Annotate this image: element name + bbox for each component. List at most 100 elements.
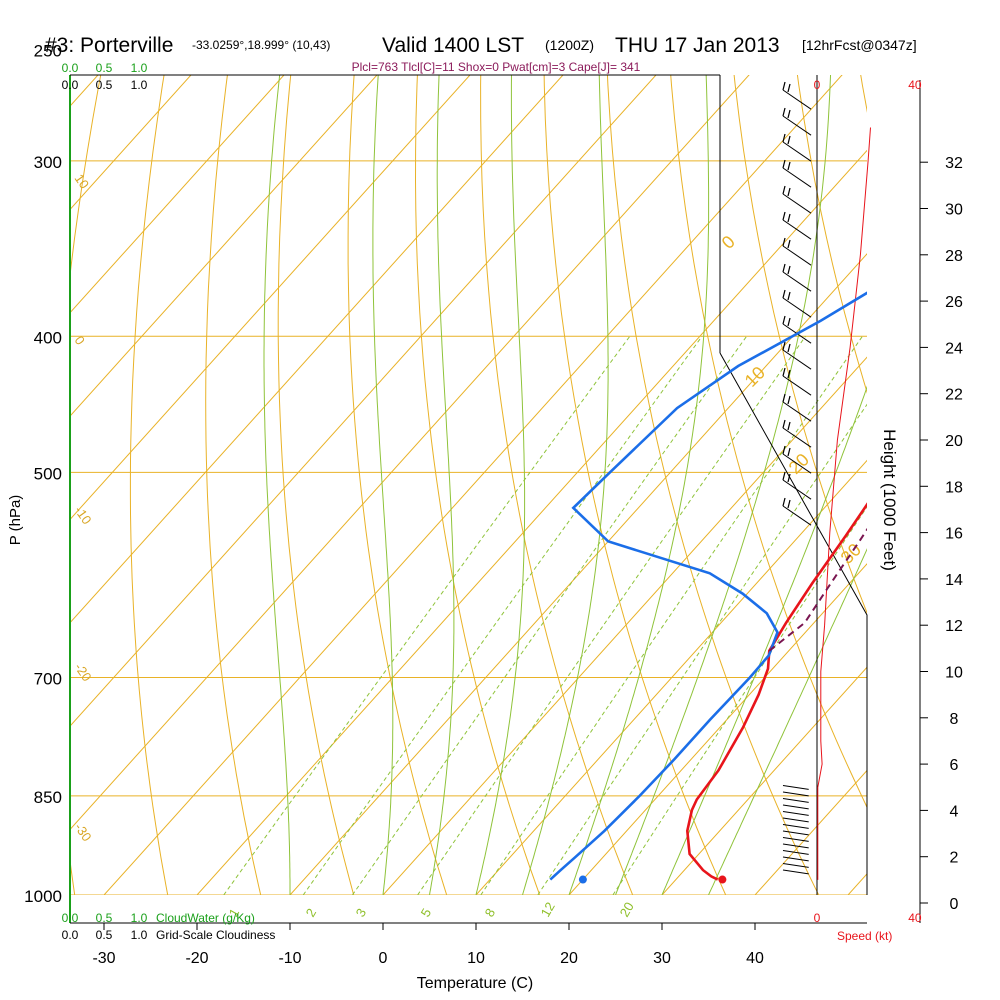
wind-barb <box>782 856 809 862</box>
wind-barb-feather <box>787 135 791 145</box>
dry-adiabat-line <box>277 75 355 895</box>
wind-barb-feather <box>782 315 786 325</box>
x-tick-label: -10 <box>278 950 301 967</box>
wind-barb-feather <box>782 445 786 455</box>
isotherm-line <box>568 563 867 895</box>
utc-time: (1200Z) <box>545 37 594 53</box>
height-tick-label: 18 <box>945 479 963 496</box>
guide-lines <box>70 50 1000 895</box>
mixing-ratio-label: 20 <box>617 899 637 919</box>
wind-barb-shaft <box>782 856 809 862</box>
mixing-ratio-label: 5 <box>418 906 435 920</box>
wind-barb <box>782 263 812 292</box>
mixing-ratio-label: 2 <box>303 906 320 920</box>
wind-barb-shaft <box>782 89 812 110</box>
cloud-water-tick-bottom: 1.0 <box>131 911 148 925</box>
wind-barb <box>782 817 809 823</box>
wind-barb-feather <box>787 473 791 483</box>
wind-barb-feather <box>782 185 786 195</box>
isotherm-line <box>70 75 750 831</box>
speed-tick-bottom: 0 <box>814 911 821 925</box>
pressure-tick-label: 700 <box>34 670 62 689</box>
height-tick-label: 16 <box>945 526 963 543</box>
cloud-water-label: CloudWater (g/Kg) <box>156 911 255 925</box>
station-title: #3: Porterville <box>45 34 173 57</box>
cloudiness-tick-top: 1.0 <box>131 78 148 92</box>
dry-adiabat-line <box>982 50 1000 895</box>
isotherm-line <box>70 75 564 624</box>
wind-barb-shaft <box>782 843 809 849</box>
moist-adiabat-line <box>372 75 394 895</box>
cloudiness-label: Grid-Scale Cloudiness <box>156 928 275 942</box>
dry-adiabat-label: 10 <box>72 171 93 191</box>
wind-barb <box>782 843 809 849</box>
wind-barb <box>782 837 809 842</box>
temperature-line <box>685 502 867 881</box>
wind-barb <box>782 393 812 422</box>
x-tick-label: 20 <box>560 950 578 967</box>
dry-adiabat-line <box>205 75 262 895</box>
speed-tick-bottom: 40 <box>908 911 922 925</box>
speed-tick-top: 40 <box>908 78 922 92</box>
wind-barb <box>782 785 809 790</box>
isotherm-line <box>661 666 867 895</box>
height-tick-label: 28 <box>945 248 963 265</box>
valid-time: Valid 1400 LST <box>382 34 524 57</box>
wind-barb <box>782 497 812 526</box>
wind-barb-feather <box>782 211 786 221</box>
wind-barb <box>782 869 809 875</box>
height-tick-label: 12 <box>945 618 963 635</box>
wind-barb-feather <box>787 239 791 249</box>
wind-barb <box>782 804 809 810</box>
pressure-tick-label: 400 <box>34 328 62 347</box>
isotherm-line <box>196 149 867 895</box>
wind-barb <box>782 341 812 370</box>
wind-barb <box>782 863 809 868</box>
wind-barb-feather <box>782 107 786 117</box>
wind-barb-feather <box>787 447 791 457</box>
wind-barb <box>782 107 812 136</box>
wind-barb <box>782 289 812 318</box>
mixing-ratio-line <box>223 336 631 895</box>
wind-barb-feather <box>782 471 786 481</box>
height-tick-label: 8 <box>950 711 959 728</box>
isotherm-line <box>70 75 99 107</box>
wind-barb-feather <box>787 83 791 93</box>
wind-barb <box>782 830 809 836</box>
isotherm-line <box>70 75 285 314</box>
moist-adiabat-line <box>568 75 710 895</box>
dry-adiabat-line <box>670 75 867 809</box>
x-tick-label: 40 <box>746 950 764 967</box>
dry-adiabat-line <box>919 50 1000 895</box>
pressure-tick-label: 250 <box>34 42 62 61</box>
cloud-water-tick-bottom: 0.5 <box>96 911 113 925</box>
height-tick-label: 0 <box>950 896 959 913</box>
wind-barb <box>782 159 812 188</box>
wind-barb-feather <box>787 317 791 327</box>
mixing-ratio-label: 12 <box>538 899 558 919</box>
x-tick-label: -20 <box>185 950 208 967</box>
wind-barb-feather <box>787 421 791 431</box>
wind-barb-shaft <box>782 453 812 474</box>
wind-barb-shaft <box>782 297 812 318</box>
wind-barb-feather <box>787 343 791 353</box>
height-tick-label: 20 <box>945 433 963 450</box>
dry-adiabat-label: 0 <box>72 333 88 348</box>
wind-barb-feather <box>787 499 791 509</box>
wind-barb-shaft <box>782 427 812 448</box>
moist-adiabat-line <box>263 75 291 895</box>
wind-barb-shaft <box>782 804 809 810</box>
wind-barb-shaft <box>782 505 812 526</box>
height-tick-label: 4 <box>950 803 959 820</box>
isotherm-line <box>70 75 657 727</box>
wind-barb-shaft <box>782 193 812 214</box>
moist-adiabat-line <box>429 75 455 895</box>
dewpoint-line <box>549 291 867 881</box>
mixing-ratio-label: 3 <box>353 906 370 920</box>
pressure-tick-label: 1000 <box>24 887 62 906</box>
wind-barb-feather <box>782 393 786 403</box>
sounding-series <box>549 291 867 884</box>
forecast-info: [12hrFcst@0347z] <box>802 37 917 53</box>
pressure-tick-label: 300 <box>34 153 62 172</box>
